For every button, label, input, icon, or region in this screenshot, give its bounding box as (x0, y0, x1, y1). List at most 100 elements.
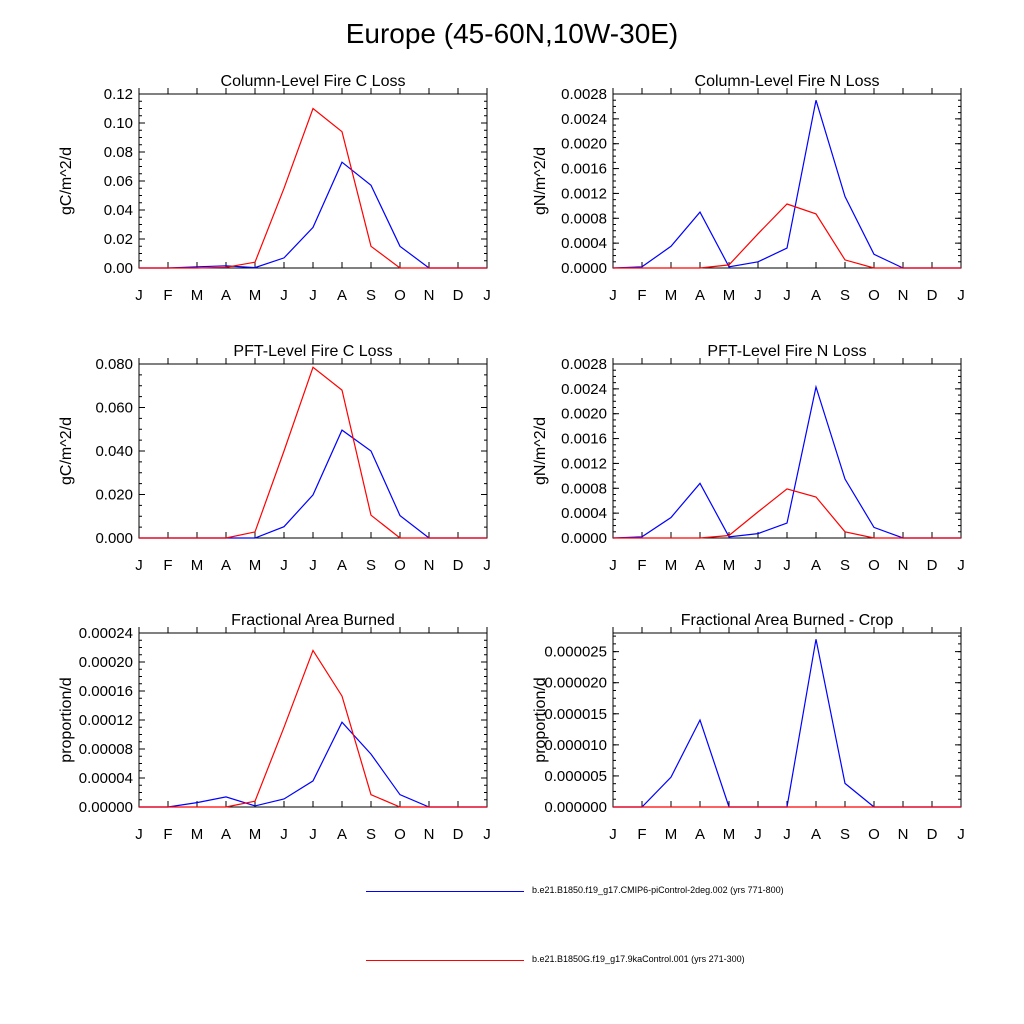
panel-3-xtick-label: J (483, 557, 491, 574)
panel-5-ylabel: proportion/d (58, 677, 75, 762)
panel-3-xtick-label: S (366, 557, 376, 574)
panel-1-xtick-label: M (249, 287, 262, 304)
legend-line-2 (366, 960, 524, 961)
panel-3-ytick-label: 0.040 (95, 443, 133, 460)
panel-6-xtick-label: F (637, 826, 646, 843)
panel-4-ylabel: gN/m^2/d (532, 417, 549, 485)
panel-2-title: Column-Level Fire N Loss (695, 73, 880, 90)
panel-4-series-2-line (613, 488, 961, 539)
panel-1-xtick-label: J (483, 287, 491, 304)
panel-2-xtick-label: O (868, 287, 880, 304)
panel-5-xtick-label: A (337, 826, 347, 843)
panel-6-frame (612, 632, 962, 808)
panel-3-xtick-label: M (249, 557, 262, 574)
panel-4-xtick-label: M (723, 557, 736, 574)
panel-1-xtick-label: J (280, 287, 288, 304)
panel-6-ytick-label: 0.000015 (544, 706, 607, 723)
panel-3-xtick-label: J (280, 557, 288, 574)
panel-3-ylabel: gC/m^2/d (58, 417, 75, 485)
panel-2-ytick-label: 0.0028 (561, 86, 607, 103)
panel-4-xtick-label: J (783, 557, 791, 574)
panel-6-xtick-label: M (665, 826, 678, 843)
panel-5-xtick-label: S (366, 826, 376, 843)
panel-4-xtick-label: S (840, 557, 850, 574)
panel-3-ytick-label: 0.060 (95, 400, 133, 417)
panel-2-ytick-label: 0.0024 (561, 111, 607, 128)
panel-3-ytick-label: 0.080 (95, 356, 133, 373)
panel-3-title: PFT-Level Fire C Loss (233, 343, 392, 360)
legend-label-1: b.e21.B1850.f19_g17.CMIP6-piControl-2deg… (532, 885, 784, 895)
panel-2-xtick-label: J (783, 287, 791, 304)
panel-2-ytick-label: 0.0004 (561, 235, 607, 252)
panel-5-ytick-label: 0.00024 (79, 625, 133, 642)
panel-6-xtick-label: M (723, 826, 736, 843)
panel-1-series-1-line (139, 161, 487, 269)
panel-5-xtick-label: J (135, 826, 143, 843)
panel-5-xtick-label: J (483, 826, 491, 843)
panel-3-xtick-label: J (135, 557, 143, 574)
panel-2-xtick-label: M (665, 287, 678, 304)
panel-6-ytick-label: 0.000020 (544, 675, 607, 692)
panel-2-xtick-label: J (609, 287, 617, 304)
panel-3-xtick-label: A (337, 557, 347, 574)
panel-5-xtick-label: N (424, 826, 435, 843)
panel-1-ytick-label: 0.00 (104, 260, 133, 277)
panel-4-series-1-line (612, 384, 961, 539)
panel-4-xtick-label: J (957, 557, 965, 574)
legend-label-2: b.e21.B1850G.f19_g17.9kaControl.001 (yrs… (532, 954, 745, 964)
panel-4-ytick-label: 0.0008 (561, 480, 607, 497)
panel-3-xtick-label: M (191, 557, 204, 574)
panel-6-ytick-label: 0.000000 (544, 799, 607, 816)
panel-6-xtick-label: S (840, 826, 850, 843)
panel-5-xtick-label: F (163, 826, 172, 843)
panel-1-title: Column-Level Fire C Loss (221, 73, 406, 90)
panel-2-ytick-label: 0.0016 (561, 161, 607, 178)
panel-1-ytick-label: 0.04 (104, 202, 133, 219)
panel-4-xtick-label: J (754, 557, 762, 574)
panel-2-xtick-label: J (754, 287, 762, 304)
panel-5-xtick-label: D (453, 826, 464, 843)
panel-5-xtick-label: M (249, 826, 262, 843)
panel-3-series-2-line (139, 366, 487, 539)
panel-5-xtick-label: A (221, 826, 231, 843)
panel-4-frame (612, 363, 962, 539)
panel-5-xtick-label: O (394, 826, 406, 843)
panel-6-xtick-label: A (811, 826, 821, 843)
panel-5-title: Fractional Area Burned (231, 612, 395, 629)
panel-5-ytick-label: 0.00020 (79, 654, 133, 671)
panel-5-ytick-label: 0.00000 (79, 799, 133, 816)
panel-3-xtick-label: D (453, 557, 464, 574)
figure-title: Europe (45-60N,10W-30E) (345, 18, 679, 49)
panel-4-xtick-label: J (609, 557, 617, 574)
panel-2-series-2-line (613, 203, 961, 269)
panel-3-ytick-label: 0.000 (95, 530, 133, 547)
panel-4-xtick-label: D (927, 557, 938, 574)
panel-3-xtick-label: A (221, 557, 231, 574)
panel-2-xtick-label: A (811, 287, 821, 304)
panel-4-xtick-label: O (868, 557, 880, 574)
panel-6-xtick-label: J (609, 826, 617, 843)
panel-6-ytick-label: 0.000010 (544, 737, 607, 754)
panel-1-xtick-label: A (221, 287, 231, 304)
panel-4-xtick-label: N (898, 557, 909, 574)
panel-4-ytick-label: 0.0020 (561, 406, 607, 423)
panel-6-xtick-label: J (754, 826, 762, 843)
panel-1-xtick-label: O (394, 287, 406, 304)
panel-5-xtick-label: M (191, 826, 204, 843)
panel-2-ytick-label: 0.0008 (561, 210, 607, 227)
panel-2-ytick-label: 0.0000 (561, 260, 607, 277)
panel-6-ytick-label: 0.000005 (544, 768, 607, 785)
panel-3-xtick-label: J (309, 557, 317, 574)
panel-1-frame (138, 93, 488, 269)
panel-6-xtick-label: D (927, 826, 938, 843)
panel-4-ytick-label: 0.0004 (561, 505, 607, 522)
panel-6-ylabel: proportion/d (532, 677, 549, 762)
panel-2-xtick-label: S (840, 287, 850, 304)
panel-4-ytick-label: 0.0028 (561, 356, 607, 373)
panel-2-xtick-label: F (637, 287, 646, 304)
panel-2-xtick-label: N (898, 287, 909, 304)
panel-1-ytick-label: 0.12 (104, 86, 133, 103)
panel-1-series-2-line (139, 107, 487, 269)
